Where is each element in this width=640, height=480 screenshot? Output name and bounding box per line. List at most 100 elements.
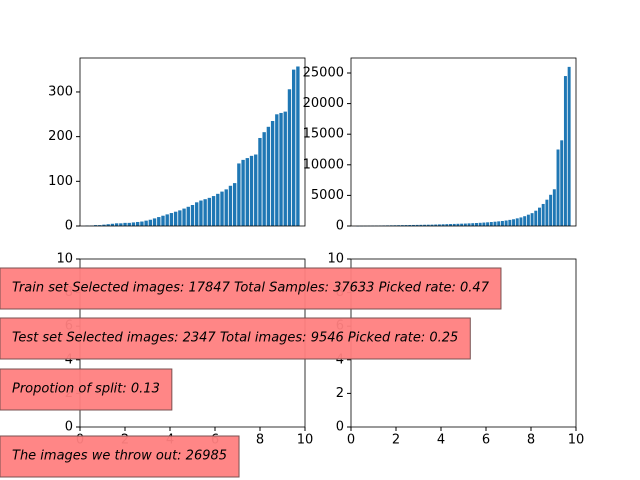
bar <box>228 185 233 226</box>
bar <box>519 217 523 226</box>
bar <box>237 163 241 226</box>
x-tick-label: 2 <box>392 433 400 448</box>
bar <box>140 221 144 226</box>
bar <box>207 197 212 226</box>
bar <box>445 224 449 226</box>
bar <box>110 223 115 226</box>
bar <box>211 196 216 226</box>
bar <box>249 155 254 226</box>
bar <box>538 207 541 226</box>
bar <box>504 220 508 226</box>
bar <box>232 183 237 226</box>
y-tick-label: 4 <box>336 352 344 367</box>
bar <box>482 222 486 226</box>
text-box-label: The images we throw out: 26985 <box>12 449 227 464</box>
bar <box>486 222 490 226</box>
y-tick-label: 4 <box>65 352 73 367</box>
bar <box>500 220 504 226</box>
bar <box>493 221 497 226</box>
y-tick-label: 20000 <box>303 96 344 111</box>
bar <box>460 223 464 226</box>
text-box <box>0 317 471 360</box>
text-box <box>0 267 502 310</box>
bar <box>190 205 195 226</box>
bar <box>489 222 493 226</box>
bar <box>152 218 157 226</box>
bar <box>258 137 262 226</box>
y-tick-label: 25000 <box>303 65 344 80</box>
bar <box>136 221 140 226</box>
bar <box>98 225 102 226</box>
x-tick-label: 8 <box>256 433 264 448</box>
y-tick-label: 100 <box>48 174 73 189</box>
y-tick-label: 10000 <box>303 157 344 172</box>
bar <box>241 159 245 226</box>
axes-frame <box>350 57 577 227</box>
y-tick-label: 15000 <box>303 127 344 142</box>
bar <box>161 215 165 226</box>
bar <box>552 189 556 226</box>
bar <box>173 211 178 226</box>
y-tick-label: 10 <box>327 252 344 267</box>
bar <box>408 225 412 226</box>
y-tick-label: 0 <box>336 420 344 435</box>
bar <box>148 219 153 226</box>
text-box-label: Propotion of split: 0.13 <box>12 382 160 397</box>
bar <box>419 224 423 226</box>
y-tick-label: 0 <box>336 219 344 234</box>
bar <box>508 219 512 226</box>
bar <box>296 66 300 226</box>
bar <box>449 224 453 226</box>
bar <box>560 140 564 226</box>
bar <box>526 214 530 226</box>
text-box-label: Test set Selected images: 2347 Total ima… <box>12 331 458 346</box>
bar <box>266 126 271 226</box>
text-box <box>0 435 240 478</box>
x-tick-label: 0 <box>347 433 355 448</box>
bar <box>131 222 136 226</box>
bar <box>434 224 438 226</box>
bar <box>220 191 224 226</box>
bar <box>456 223 460 226</box>
x-tick-label: 6 <box>482 433 490 448</box>
axes-frame <box>79 57 306 227</box>
bar <box>279 112 283 226</box>
bar <box>144 220 148 226</box>
bar <box>411 224 415 226</box>
x-tick-label: 10 <box>297 433 314 448</box>
y-tick-label: 2 <box>336 386 344 401</box>
bar <box>224 189 228 226</box>
bar <box>441 224 445 226</box>
text-box <box>0 368 173 411</box>
bar <box>430 224 434 226</box>
bar <box>471 223 475 226</box>
bar <box>400 225 404 226</box>
bar <box>127 222 131 226</box>
bar <box>199 200 203 226</box>
bar <box>106 224 110 226</box>
bar <box>556 149 560 226</box>
bar <box>512 219 516 226</box>
bar <box>203 199 207 226</box>
bar <box>467 223 471 226</box>
bar <box>452 223 456 226</box>
bar <box>254 154 258 226</box>
bar <box>474 223 478 226</box>
bar <box>182 208 186 226</box>
bar <box>123 222 127 226</box>
bar <box>178 210 182 226</box>
bar <box>157 217 161 226</box>
bar <box>102 224 106 226</box>
x-tick-label: 4 <box>437 433 445 448</box>
bar <box>437 224 441 226</box>
bar <box>423 224 427 226</box>
bar <box>463 223 467 226</box>
y-tick-label: 5000 <box>311 188 344 203</box>
bar <box>93 225 98 226</box>
bar <box>530 213 534 226</box>
y-tick-label: 300 <box>48 84 73 99</box>
bar <box>549 194 553 226</box>
bar <box>415 224 419 226</box>
bar <box>497 221 501 226</box>
x-tick-label: 10 <box>568 433 585 448</box>
